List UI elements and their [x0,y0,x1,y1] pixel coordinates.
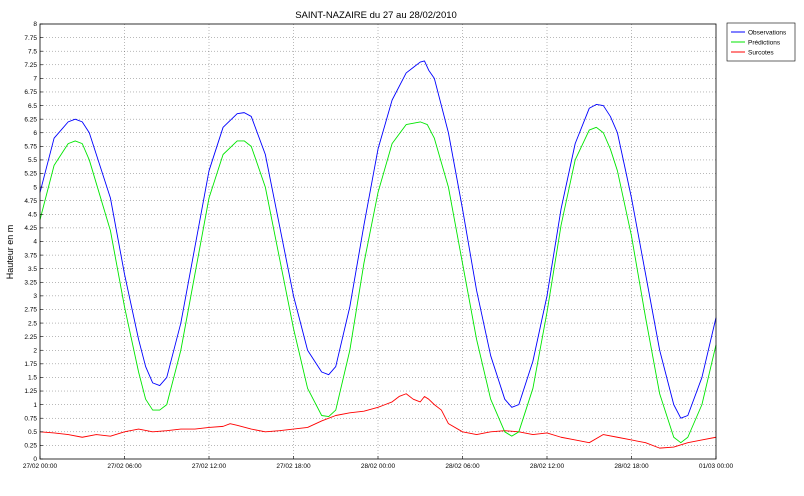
y-tick-label: 5.5 [28,157,37,164]
chart-title: SAINT-NAZAIRE du 27 au 28/02/2010 [295,10,457,21]
y-tick-label: 0.5 [28,429,37,436]
y-tick-label: 7.25 [24,62,37,69]
y-tick-label: 0.75 [24,415,37,422]
y-tick-label: 6 [33,130,37,137]
x-tick-label: 28/02 06:00 [445,463,480,470]
y-tick-label: 6.5 [28,103,37,110]
legend-label: Observations [748,29,787,36]
y-axis-title: Hauteur en m [5,225,15,280]
y-tick-label: 8 [33,21,37,28]
series-layer [39,60,717,449]
y-tick-label: 1.5 [28,375,37,382]
y-tick-label: 1 [33,402,37,409]
grid [40,24,716,459]
y-axis: 0 0.25 0.5 0.75 1 1.25 1.5 1.75 2 2.25 2.5 2.75 3 3.2… [24,21,43,463]
y-tick-label: 6.25 [24,116,37,123]
y-tick-label: 4.25 [24,225,37,232]
y-tick-label: 7 [33,76,37,83]
x-tick-label: 27/02 12:00 [192,463,227,470]
y-tick-label: 4 [33,239,37,246]
x-tick-label: 28/02 12:00 [530,463,565,470]
series-line-prdictions [39,121,717,444]
y-tick-label: 2.75 [24,307,37,314]
y-tick-label: 3.75 [24,252,37,259]
x-tick-label: 01/03 00:00 [699,463,734,470]
x-tick-label: 28/02 00:00 [361,463,396,470]
y-tick-label: 7.5 [28,48,37,55]
series-line-surcotes [39,393,717,449]
y-tick-label: 7.75 [24,35,37,42]
x-tick-label: 27/02 06:00 [107,463,142,470]
y-tick-label: 2.25 [24,334,37,341]
x-tick-label: 28/02 18:00 [614,463,649,470]
x-tick-label: 27/02 00:00 [23,463,58,470]
y-tick-label: 5 [33,184,37,191]
x-tick-label: 27/02 18:00 [276,463,311,470]
y-tick-label: 0.25 [24,443,37,450]
y-tick-label: 2.5 [28,320,37,327]
x-axis: 27/02 00:00 27/02 06:00 27/02 12:00 27/02 1… [23,456,734,470]
y-tick-label: 1.25 [24,388,37,395]
y-tick-label: 5.75 [24,144,37,151]
y-tick-label: 1.75 [24,361,37,368]
legend: Observations Prédictions Surcotes [726,22,796,62]
series-line-observations [39,60,717,419]
y-tick-label: 3 [33,293,37,300]
y-tick-label: 2 [33,347,37,354]
y-tick-label: 4.5 [28,212,37,219]
y-tick-label: 5.25 [24,171,37,178]
y-tick-label: 0 [33,456,37,463]
y-tick-label: 3.25 [24,279,37,286]
y-tick-label: 6.75 [24,89,37,96]
legend-label: Prédictions [748,39,781,46]
legend-label: Surcotes [748,49,774,56]
y-tick-label: 3.5 [28,266,37,273]
y-tick-label: 4.75 [24,198,37,205]
